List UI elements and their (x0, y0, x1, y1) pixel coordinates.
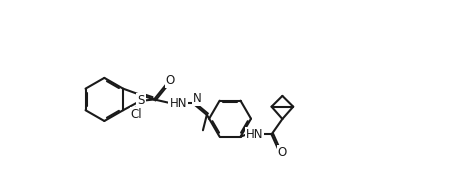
Text: HN: HN (246, 128, 263, 141)
Text: O: O (166, 74, 175, 88)
Text: HN: HN (170, 97, 187, 110)
Text: Cl: Cl (131, 108, 142, 121)
Text: S: S (137, 94, 144, 107)
Text: O: O (278, 146, 287, 159)
Text: N: N (193, 92, 202, 105)
